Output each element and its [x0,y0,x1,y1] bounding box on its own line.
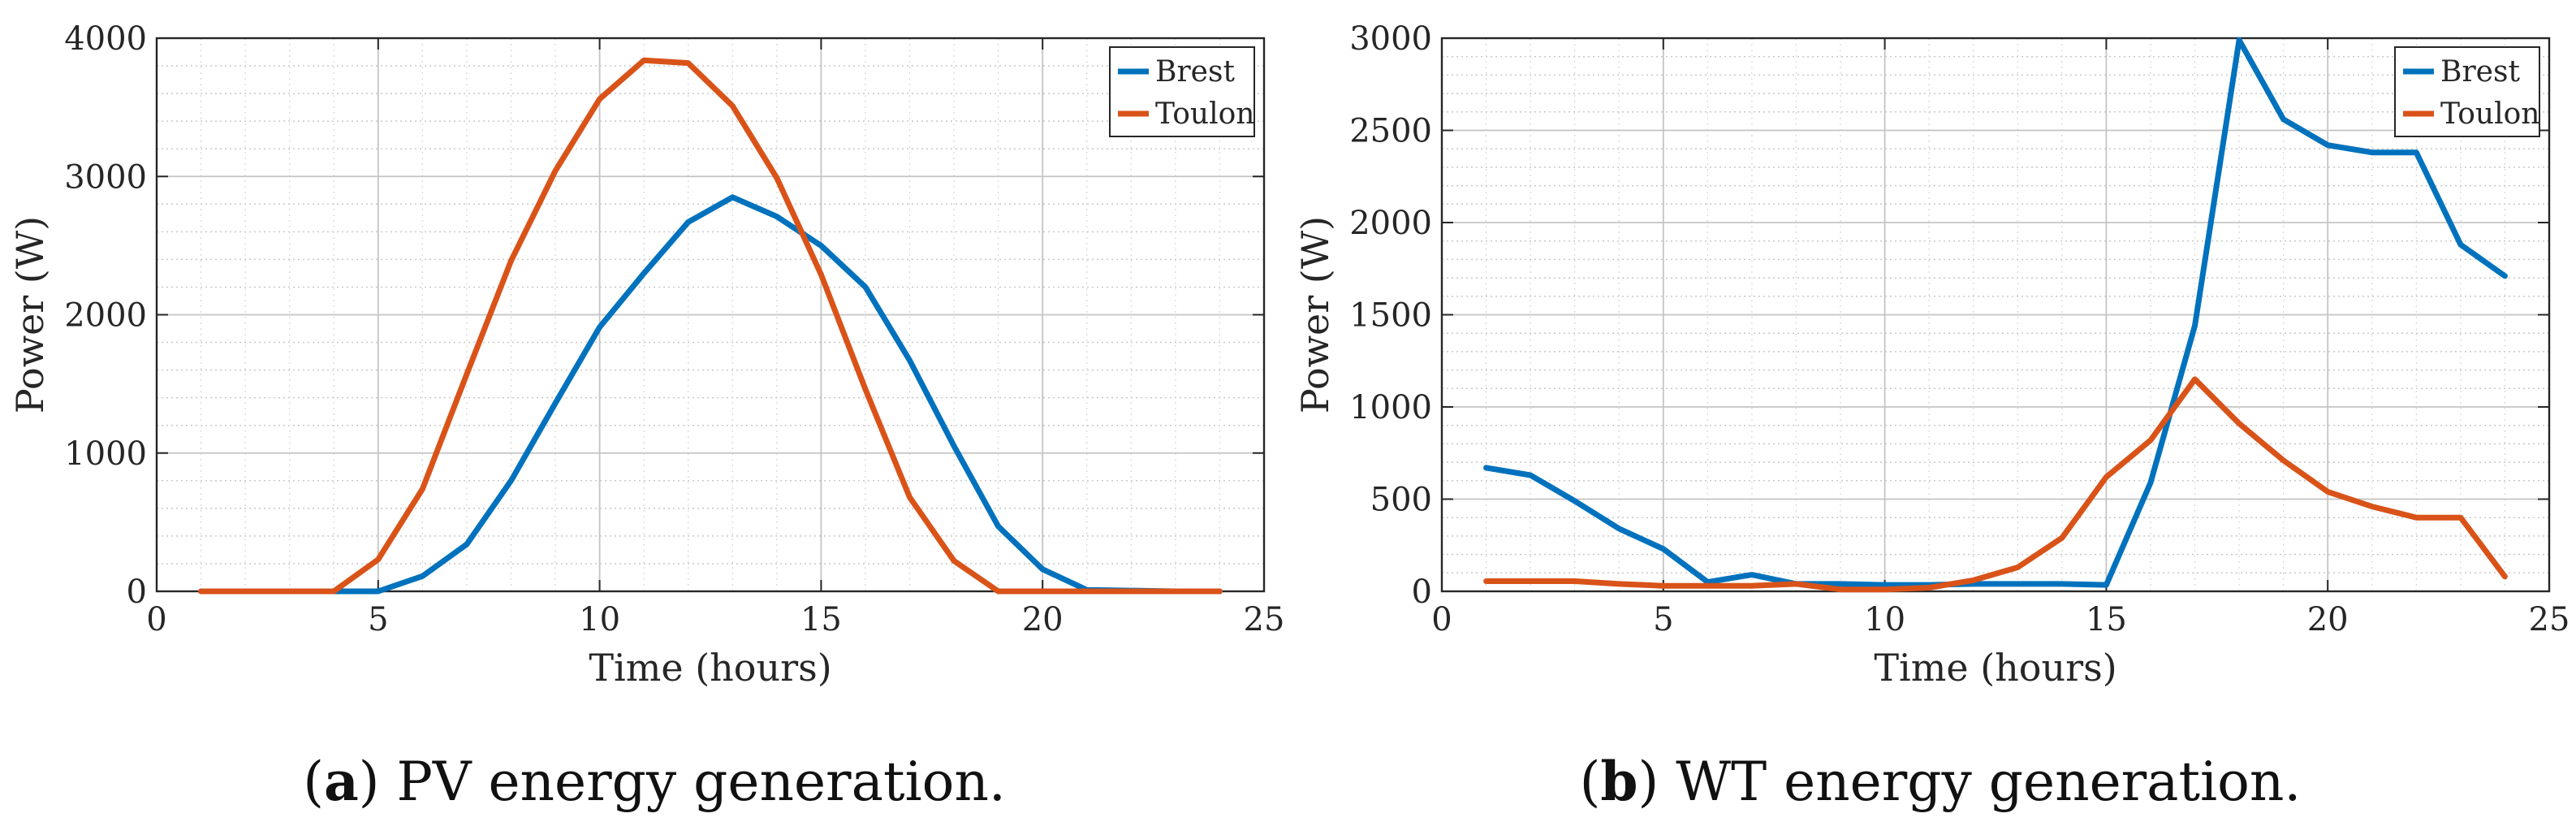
x-axis-label: Time (hours) [589,646,831,690]
caption-wt-letter: b [1600,750,1638,813]
legend-box [2394,46,2540,137]
legend-box [1109,46,1255,137]
y-tick-label: 1500 [1349,297,1432,335]
x-tick-label: 25 [2529,601,2570,638]
y-axis-label: Power (W) [1293,216,1337,413]
caption-pv-letter: a [324,750,359,813]
y-tick-label: 1000 [64,435,147,473]
caption-wt: (b) WT energy generation. [1580,750,2302,813]
legend-label-toulon: Toulon [1155,97,1254,131]
x-tick-label: 10 [579,601,620,638]
y-tick-label: 0 [1412,573,1432,611]
y-tick-label: 3000 [64,158,147,196]
x-tick-label: 5 [368,601,388,638]
caption-wt-text: WT energy generation. [1676,751,2301,813]
x-tick-label: 0 [146,601,166,638]
legend-label-brest: Brest [2440,55,2520,89]
y-tick-label: 2500 [1349,113,1432,150]
y-tick-label: 3000 [1349,20,1432,58]
y-axis-label: Power (W) [8,216,52,413]
legend-label-brest: Brest [1155,55,1235,89]
y-tick-label: 0 [127,573,147,611]
series-line-toulon [1483,376,2508,593]
caption-pv-text: PV energy generation. [396,751,1005,813]
caption-pv: (a) PV energy generation. [303,750,1006,813]
series-line-brest [1483,37,2508,588]
series-line-toulon [198,57,1223,595]
x-tick-label: 5 [1653,601,1673,638]
y-tick-label: 500 [1370,482,1432,519]
y-tick-label: 1000 [1349,389,1432,426]
x-tick-label: 15 [800,601,842,638]
panel-pv-chart: 0 5 10 15 20 25 0 1000 2000 3000 4000 Time (hours) P… [8,20,1284,690]
panel-wt-chart: 0 5 10 15 20 25 0 500 1000 1500 2000 2500 3000 Time (… [1293,20,2570,690]
y-tick-label: 4000 [64,20,147,58]
x-tick-label: 20 [1022,601,1064,638]
y-tick-label: 2000 [1349,205,1432,242]
x-tick-label: 25 [1244,601,1285,638]
series-line-brest [198,194,1223,595]
x-axis-label: Time (hours) [1874,646,2116,690]
x-tick-label: 0 [1431,601,1452,638]
y-tick-label: 2000 [64,297,147,335]
x-tick-label: 10 [1864,601,1905,638]
legend-label-toulon: Toulon [2440,97,2539,131]
x-tick-label: 15 [2086,601,2127,638]
x-tick-label: 20 [2307,601,2349,638]
